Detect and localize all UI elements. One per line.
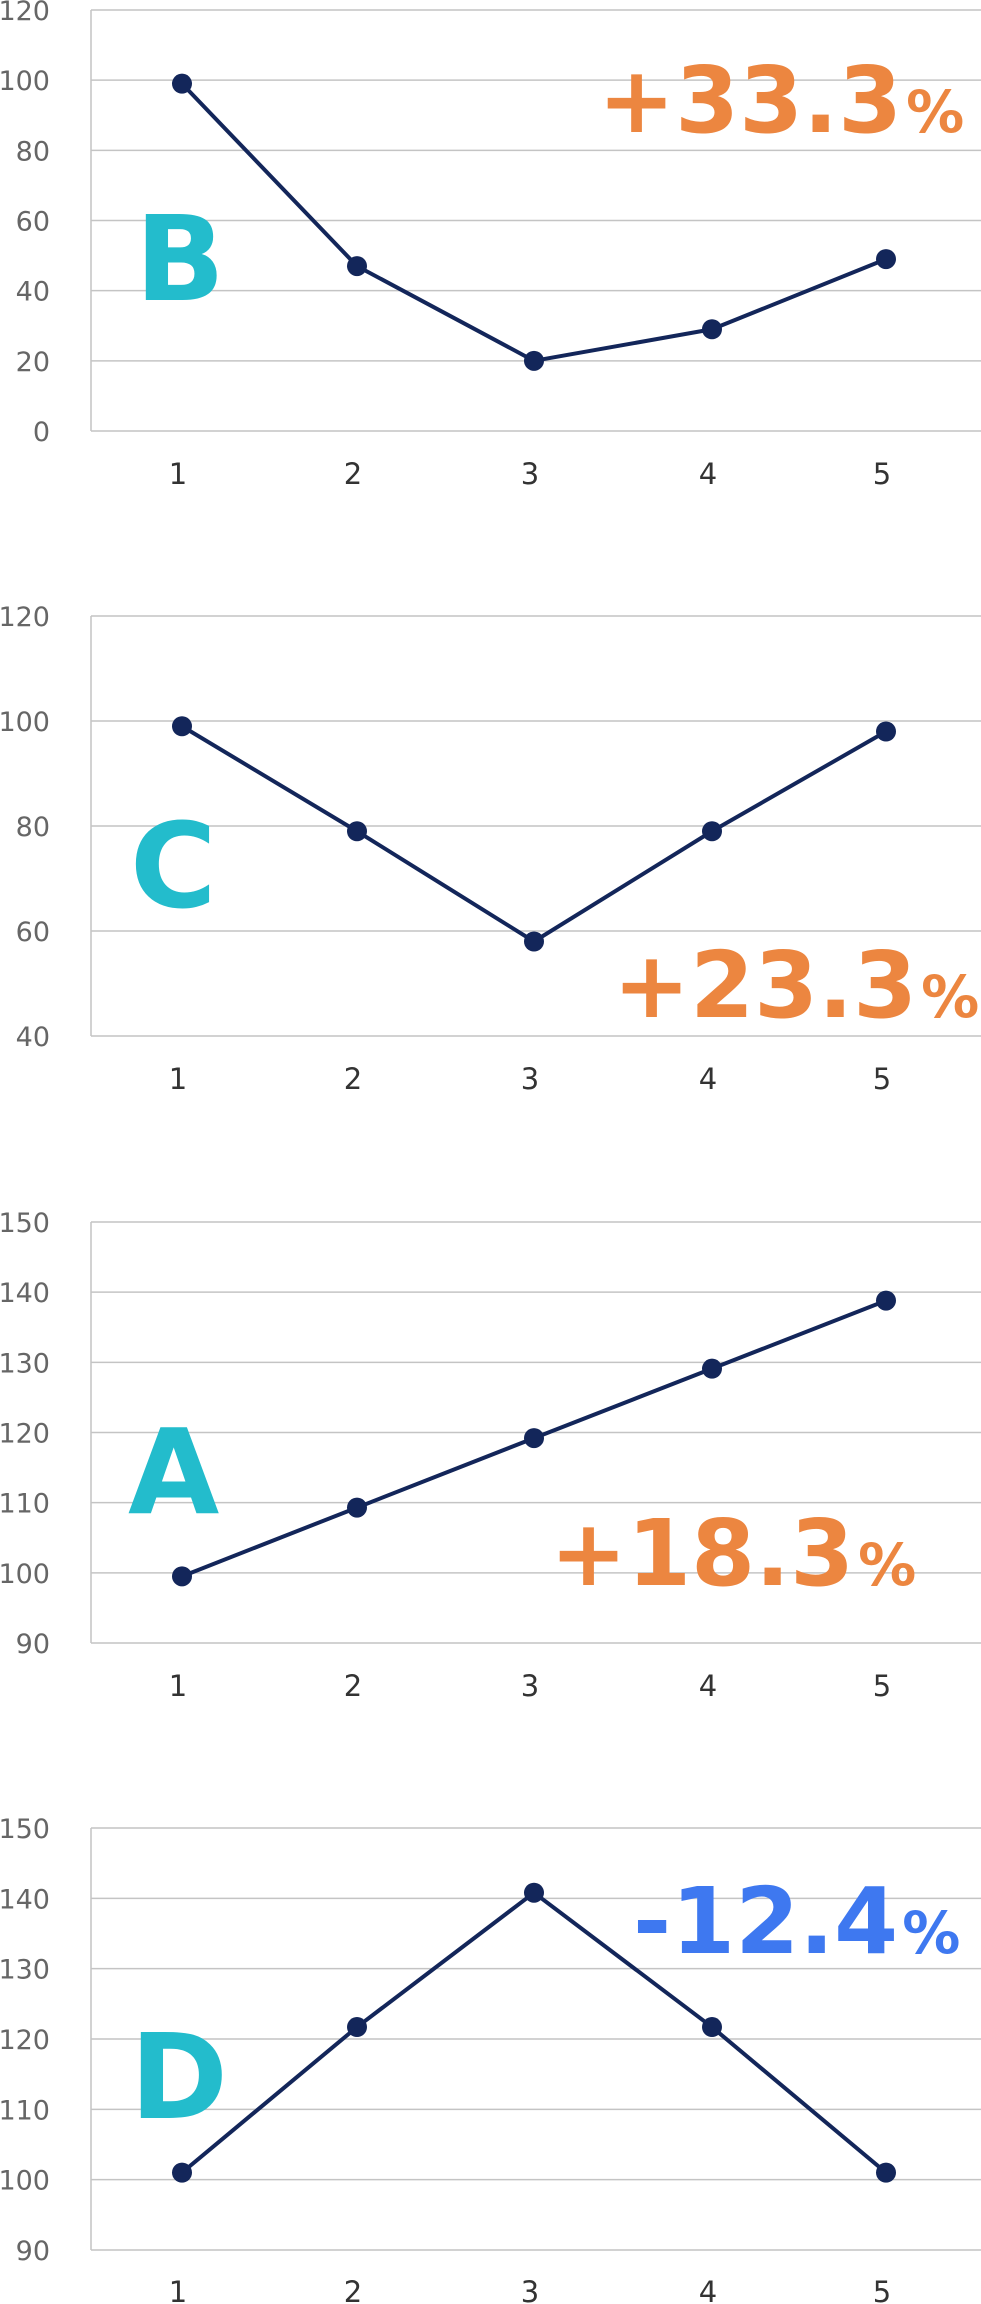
data-point xyxy=(172,2162,192,2183)
change-value: +33.3 xyxy=(598,47,902,154)
data-point xyxy=(702,1358,722,1379)
y-tick-label: 120 xyxy=(0,2025,50,2056)
chart-panel-a: 90 100 110 120 130 140 150 1 2 3 4 5 A +18.3% xyxy=(0,1208,981,1703)
data-point xyxy=(172,73,192,94)
y-tick-label: 120 xyxy=(0,602,50,633)
change-percent-label: +18.3% xyxy=(550,1500,916,1607)
x-tick-label: 3 xyxy=(521,1062,539,1096)
y-tick-label: 100 xyxy=(0,1559,50,1590)
y-tick-label: 140 xyxy=(0,1278,50,1309)
y-tick-label: 80 xyxy=(16,136,50,167)
chart-panel-d: 90 100 110 120 130 140 150 1 2 3 4 5 D -12.4% xyxy=(0,1814,981,2304)
y-tick-label: 120 xyxy=(0,0,50,27)
x-tick-label: 4 xyxy=(699,457,717,491)
chart-panel-c: 40 60 80 100 120 1 2 3 4 5 C +23.3% xyxy=(0,602,981,1096)
y-tick-label: 110 xyxy=(0,2095,50,2126)
data-point xyxy=(876,721,896,742)
chart-panel-b: 0 20 40 60 80 100 120 1 2 3 4 5 B +33.3% xyxy=(0,0,981,491)
change-percent-label: +23.3% xyxy=(613,932,979,1039)
y-tick-label: 150 xyxy=(0,1208,50,1239)
data-point xyxy=(702,821,722,842)
panel-letter: B xyxy=(135,190,225,328)
change-percent-label: +33.3% xyxy=(598,47,964,154)
y-tick-label: 90 xyxy=(16,1629,50,1660)
y-tick-label: 100 xyxy=(0,66,50,97)
change-value: +18.3 xyxy=(550,1500,854,1607)
y-tick-label: 20 xyxy=(16,347,50,378)
x-tick-label: 1 xyxy=(169,1062,187,1096)
x-tick-label: 3 xyxy=(521,457,539,491)
data-point xyxy=(876,249,896,270)
data-point xyxy=(524,931,544,952)
y-tick-label: 110 xyxy=(0,1489,50,1520)
y-tick-label: 80 xyxy=(16,812,50,843)
x-tick-label: 5 xyxy=(873,1669,891,1703)
y-tick-label: 130 xyxy=(0,1348,50,1379)
x-tick-label: 5 xyxy=(873,2275,891,2304)
data-point xyxy=(347,1497,367,1518)
change-unit: % xyxy=(921,963,979,1031)
change-value: -12.4 xyxy=(633,1868,898,1975)
data-point xyxy=(524,350,544,371)
y-tick-label: 40 xyxy=(16,1022,50,1053)
y-tick-label: 100 xyxy=(0,707,50,738)
x-tick-label: 1 xyxy=(169,2275,187,2304)
x-tick-label: 2 xyxy=(344,457,362,491)
y-tick-label: 90 xyxy=(16,2236,50,2267)
x-tick-label: 3 xyxy=(521,1669,539,1703)
data-point xyxy=(702,2017,722,2038)
data-point xyxy=(172,716,192,737)
data-point xyxy=(876,1290,896,1311)
x-tick-label: 5 xyxy=(873,1062,891,1096)
change-value: +23.3 xyxy=(613,932,917,1039)
x-tick-label: 1 xyxy=(169,457,187,491)
panel-letter: A xyxy=(128,1403,219,1541)
data-point xyxy=(172,1566,192,1587)
y-tick-label: 60 xyxy=(16,207,50,238)
change-unit: % xyxy=(902,1899,960,1967)
y-tick-label: 140 xyxy=(0,1884,50,1915)
x-tick-label: 4 xyxy=(699,1062,717,1096)
change-percent-label: -12.4% xyxy=(633,1868,960,1975)
y-tick-label: 120 xyxy=(0,1419,50,1450)
change-unit: % xyxy=(906,78,964,146)
data-point xyxy=(702,319,722,340)
x-tick-label: 2 xyxy=(344,2275,362,2304)
y-tick-label: 0 xyxy=(33,417,50,448)
y-tick-label: 100 xyxy=(0,2166,50,2197)
x-tick-label: 5 xyxy=(873,457,891,491)
x-tick-label: 1 xyxy=(169,1669,187,1703)
series-line xyxy=(180,724,887,944)
data-point xyxy=(876,2162,896,2183)
panel-letter: C xyxy=(130,797,217,935)
y-tick-label: 130 xyxy=(0,1955,50,1986)
y-tick-label: 60 xyxy=(16,917,50,948)
y-tick-label: 40 xyxy=(16,277,50,308)
data-point xyxy=(347,2017,367,2038)
y-tick-label: 150 xyxy=(0,1814,50,1845)
panel-letter: D xyxy=(130,2008,228,2146)
data-point xyxy=(347,821,367,842)
x-tick-label: 3 xyxy=(521,2275,539,2304)
data-point xyxy=(524,1428,544,1449)
data-point xyxy=(524,1882,544,1903)
x-tick-label: 2 xyxy=(344,1669,362,1703)
x-tick-label: 2 xyxy=(344,1062,362,1096)
data-point xyxy=(347,256,367,277)
change-unit: % xyxy=(858,1531,916,1599)
x-tick-label: 4 xyxy=(699,1669,717,1703)
x-tick-label: 4 xyxy=(699,2275,717,2304)
